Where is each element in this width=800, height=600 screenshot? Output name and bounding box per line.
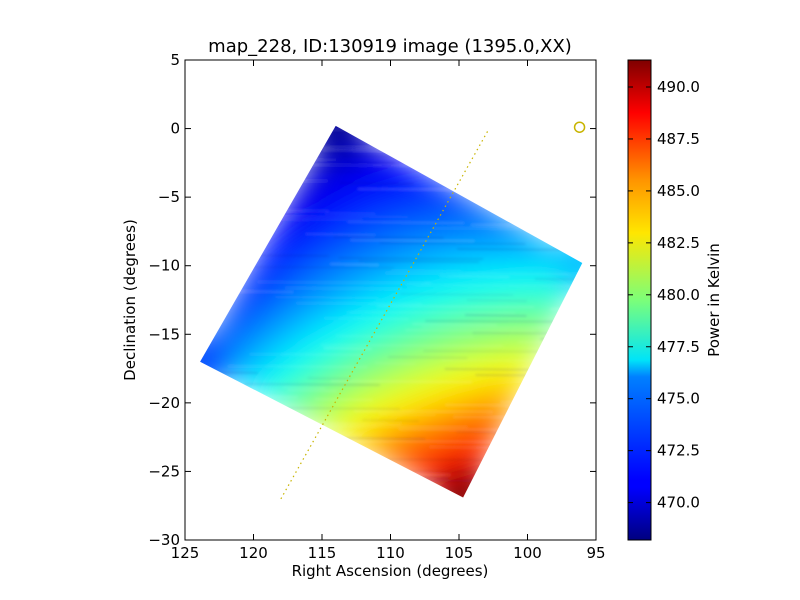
scan-streak bbox=[358, 260, 480, 263]
scan-streak bbox=[404, 470, 482, 473]
scan-streak bbox=[287, 389, 337, 392]
scan-streak bbox=[385, 272, 580, 275]
scan-streak bbox=[311, 425, 468, 428]
colorbar-tick-label: 487.5 bbox=[657, 130, 700, 148]
scan-streak bbox=[346, 161, 395, 164]
x-tick-label: 125 bbox=[171, 544, 200, 562]
x-axis: 125 120 115 110 105 100 95 bbox=[171, 60, 606, 562]
colorbar-ticks: 470.0 472.5 475.0 477.5 480.0 482.5 485.0 487.5… bbox=[628, 78, 700, 512]
scan-streak bbox=[324, 317, 409, 320]
source-marker bbox=[573, 121, 586, 133]
scan-streak bbox=[336, 437, 426, 440]
scan-streak bbox=[405, 284, 583, 287]
scan-streak bbox=[405, 329, 535, 332]
x-axis-label: Right Ascension (degrees) bbox=[292, 562, 489, 580]
y-tick-label: −25 bbox=[148, 462, 180, 480]
scan-streak bbox=[346, 311, 516, 314]
colorbar-tick-label: 485.0 bbox=[657, 182, 700, 200]
scan-streak bbox=[305, 233, 376, 236]
scan-streak bbox=[320, 344, 504, 347]
scan-streak bbox=[227, 365, 367, 368]
scan-streak bbox=[421, 326, 583, 329]
scan-streak bbox=[283, 386, 326, 389]
scan-streak bbox=[325, 212, 376, 215]
scan-streak bbox=[330, 263, 379, 266]
scan-streak bbox=[249, 353, 364, 356]
scan-streak bbox=[376, 305, 535, 308]
y-tick-label: −15 bbox=[148, 325, 180, 343]
colorbar: 470.0 472.5 475.0 477.5 480.0 482.5 485.0 487.5… bbox=[627, 59, 723, 541]
colorbar-tick-label: 472.5 bbox=[657, 442, 700, 460]
scan-streak bbox=[457, 248, 577, 251]
scan-streak bbox=[379, 242, 526, 245]
scan-streak bbox=[296, 302, 422, 305]
scan-streak bbox=[336, 335, 474, 338]
scan-streak bbox=[388, 356, 468, 359]
scan-streak bbox=[307, 377, 351, 380]
scan-streak bbox=[362, 419, 419, 422]
scan-streak bbox=[339, 182, 414, 185]
scan-track-line bbox=[280, 128, 490, 500]
colorbar-gradient bbox=[628, 60, 651, 540]
scan-streak bbox=[390, 269, 463, 272]
scan-streak bbox=[285, 407, 400, 410]
y-tick-label: −30 bbox=[148, 531, 180, 549]
colorbar-tick-label: 490.0 bbox=[657, 78, 700, 96]
scan-streak bbox=[375, 362, 416, 365]
scan-streak bbox=[378, 413, 436, 416]
scan-streak bbox=[257, 281, 431, 284]
colorbar-tick-label: 480.0 bbox=[657, 286, 700, 304]
scan-streak bbox=[330, 380, 472, 383]
colorbar-tick-label: 477.5 bbox=[657, 338, 700, 356]
chart-title: map_228, ID:130919 image (1395.0,XX) bbox=[208, 36, 572, 57]
x-tick-label: 100 bbox=[513, 544, 542, 562]
colorbar-tick-label: 470.0 bbox=[657, 494, 700, 512]
colorbar-label: Power in Kelvin bbox=[705, 243, 723, 357]
colorbar-frame bbox=[627, 59, 652, 541]
scan-streak bbox=[248, 266, 394, 269]
scan-streak bbox=[350, 239, 475, 242]
colorbar-tick-label: 482.5 bbox=[657, 234, 700, 252]
scan-streak bbox=[400, 293, 514, 296]
y-axis: 5 0 −5 −10 −15 −20 −25 −30 bbox=[148, 51, 596, 549]
plot-area: 125 120 115 110 105 100 95 5 0 −5 −10 −15 −20 −25 −30 bbox=[148, 51, 606, 562]
scan-streak bbox=[353, 410, 493, 413]
x-tick-label: 115 bbox=[308, 544, 337, 562]
scan-streak bbox=[285, 287, 403, 290]
scan-streak bbox=[333, 236, 444, 239]
y-tick-label: 0 bbox=[170, 120, 180, 138]
scan-streak bbox=[244, 383, 380, 386]
scan-streak bbox=[466, 299, 528, 302]
scan-streak bbox=[314, 398, 373, 401]
scan-streak bbox=[347, 221, 465, 224]
scan-streak bbox=[465, 314, 527, 317]
scan-streak bbox=[412, 323, 497, 326]
x-tick-label: 120 bbox=[239, 544, 268, 562]
scan-streak bbox=[274, 296, 380, 299]
y-tick-label: 5 bbox=[170, 51, 180, 69]
scan-streak bbox=[323, 347, 372, 350]
y-tick-label: −10 bbox=[148, 257, 180, 275]
y-tick-label: −5 bbox=[158, 188, 180, 206]
x-tick-label: 110 bbox=[376, 544, 405, 562]
y-tick-label: −20 bbox=[148, 394, 180, 412]
y-axis-label: Declination (degrees) bbox=[121, 219, 139, 381]
scan-streak bbox=[439, 275, 510, 278]
scan-streak bbox=[398, 428, 510, 431]
x-tick-label: 95 bbox=[586, 544, 605, 562]
scan-streak bbox=[338, 257, 484, 260]
x-tick-label: 105 bbox=[445, 544, 474, 562]
colorbar-tick-label: 475.0 bbox=[657, 390, 700, 408]
